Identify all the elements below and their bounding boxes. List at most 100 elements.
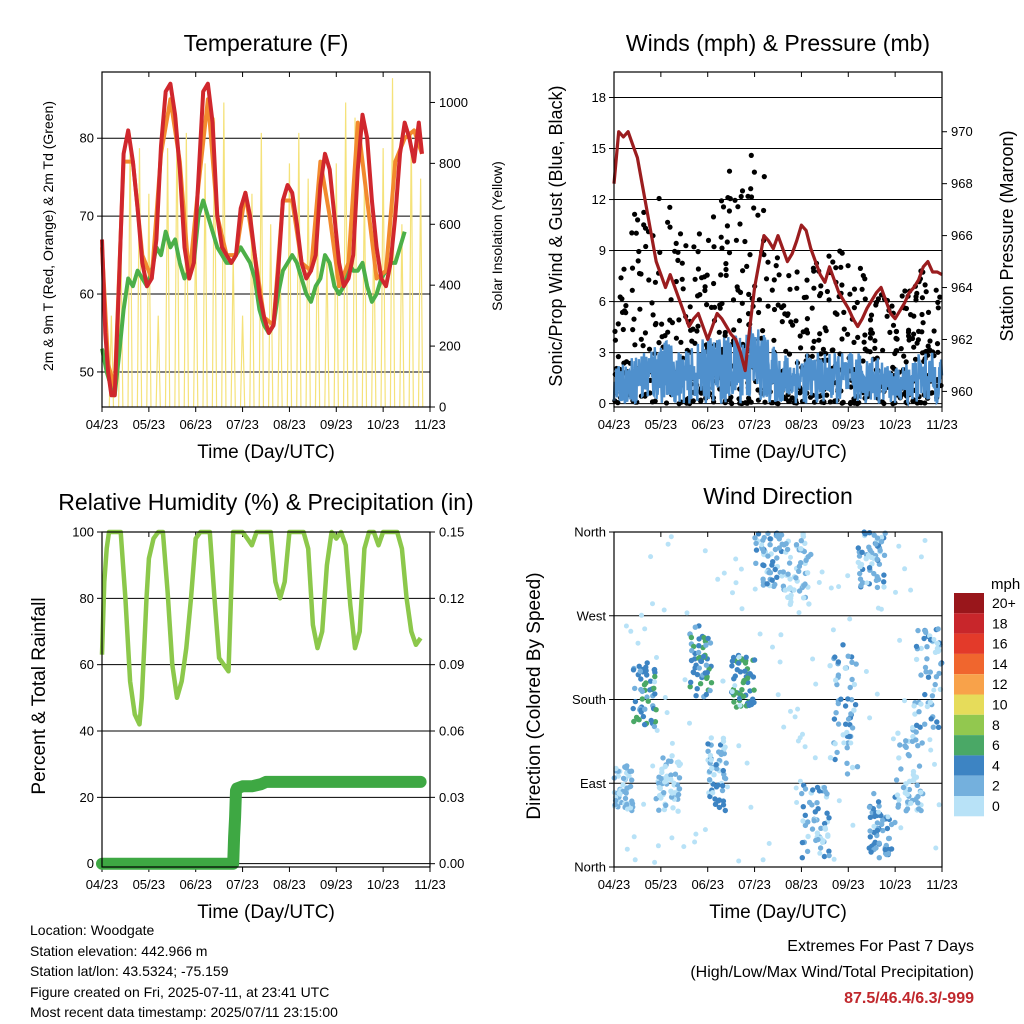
gust-point xyxy=(744,263,750,269)
gust-point xyxy=(902,288,908,294)
gust-point xyxy=(781,303,787,309)
wind-direction-point xyxy=(652,859,658,865)
wind-direction-point xyxy=(916,806,922,812)
wind-direction-point xyxy=(821,853,828,860)
gust-point xyxy=(726,250,733,256)
wind-direction-point xyxy=(814,800,820,806)
wind-direction-point xyxy=(656,792,663,799)
wind-direction-point xyxy=(694,686,700,692)
gust-point xyxy=(692,340,698,346)
gust-point xyxy=(761,207,767,214)
wind-direction-point xyxy=(713,762,719,768)
wind-direction-point xyxy=(752,535,758,541)
wind-direction-point xyxy=(629,777,635,783)
rh-xtick-label: 11/23 xyxy=(414,877,446,892)
gust-point xyxy=(901,353,907,359)
temperature-xtick-label: 10/23 xyxy=(367,417,400,432)
wind-direction-point xyxy=(651,667,657,673)
wind-direction-point xyxy=(924,644,930,650)
wind-direction-point xyxy=(857,570,863,577)
recent-text: Most recent data timestamp: 2025/07/11 2… xyxy=(30,1004,338,1020)
wind-direction-point xyxy=(871,790,877,797)
wind-direction-point xyxy=(810,656,816,662)
wind-direction-point xyxy=(898,766,904,772)
gust-point xyxy=(612,328,618,334)
wind-direction-point xyxy=(753,547,760,553)
gust-point xyxy=(732,197,738,203)
winds-axes: 0 3 6 9 12 15 18 960 962 964 966 968 970 04/23 05/23 06… xyxy=(592,72,973,432)
wind-direction-point xyxy=(874,556,880,562)
gust-point xyxy=(688,327,694,333)
legend-swatch xyxy=(954,633,984,654)
wind-direction-point xyxy=(916,709,922,715)
gust-point xyxy=(919,350,926,356)
wind-direction-point xyxy=(630,667,637,673)
wind-direction-point xyxy=(833,677,839,683)
gust-point xyxy=(736,318,743,324)
wind-direction-point xyxy=(729,689,735,695)
gust-point xyxy=(793,318,799,324)
wind-direction-point xyxy=(772,581,778,588)
gust-point xyxy=(854,299,860,306)
t2m-line xyxy=(100,81,424,398)
wind-direction-point xyxy=(765,553,771,559)
wind-direction-point xyxy=(906,786,913,793)
gust-point xyxy=(673,335,680,341)
wind-direction-point xyxy=(750,674,757,680)
wind-direction-point xyxy=(645,698,651,704)
wind-direction-point xyxy=(918,554,924,560)
rh-y2tick-label: 0.15 xyxy=(439,525,464,540)
wind-direction-ytick-label: South xyxy=(572,692,606,707)
solar-insolation-spike xyxy=(324,254,330,408)
winds-y2tick-label: 960 xyxy=(951,384,973,399)
gust-point xyxy=(620,326,626,333)
wind-direction-title: Wind Direction xyxy=(703,483,853,509)
gust-point xyxy=(922,282,928,288)
wind-direction-point xyxy=(922,721,928,727)
gust-point xyxy=(680,286,686,292)
wind-direction-point xyxy=(866,565,873,571)
wind-direction-point xyxy=(814,830,821,836)
wind-direction-point xyxy=(908,800,914,806)
wind-direction-point xyxy=(732,683,738,689)
wind-direction-point xyxy=(913,737,919,743)
wind-direction-point xyxy=(688,657,695,664)
winds-ytick-label: 18 xyxy=(592,90,606,105)
wind-direction-point xyxy=(799,839,806,846)
gust-point xyxy=(867,349,873,355)
gust-point xyxy=(837,248,843,254)
wind-direction-point xyxy=(669,753,675,759)
rh-xtick-label: 10/23 xyxy=(367,877,400,892)
winds-y2tick-label: 962 xyxy=(951,332,973,347)
gust-point xyxy=(903,305,910,312)
wind-direction-point xyxy=(800,595,807,601)
gust-point xyxy=(694,328,700,334)
gust-point xyxy=(676,317,682,323)
gust-point xyxy=(934,341,941,347)
wind-direction-point xyxy=(652,691,658,697)
wind-direction-point xyxy=(821,820,828,827)
winds-xtick-label: 06/23 xyxy=(691,417,724,432)
gust-point xyxy=(716,329,722,335)
wind-direction-point xyxy=(917,724,923,730)
legend-label: 0 xyxy=(992,798,1000,814)
winds-ytick-label: 3 xyxy=(599,345,606,360)
wind-direction-point xyxy=(919,740,925,746)
wind-direction-point xyxy=(915,800,921,806)
gust-point xyxy=(762,399,768,405)
temperature-y2tick-label: 0 xyxy=(439,400,446,415)
rh-y2tick-label: 0.09 xyxy=(439,657,464,672)
gust-point xyxy=(667,224,673,230)
gust-point xyxy=(810,345,816,351)
wind-direction-point xyxy=(805,833,811,840)
temperature-y2tick-label: 600 xyxy=(439,217,461,232)
winds-xlabel: Time (Day/UTC) xyxy=(709,442,847,463)
temperature-xtick-label: 07/23 xyxy=(226,417,259,432)
legend-label: 20+ xyxy=(992,595,1016,611)
wind-direction-point xyxy=(820,840,825,846)
wind-direction-point xyxy=(696,665,702,671)
wind-direction-point xyxy=(748,804,754,810)
gust-point xyxy=(841,326,847,332)
gust-point xyxy=(783,348,789,354)
wind-direction-point xyxy=(800,818,806,824)
